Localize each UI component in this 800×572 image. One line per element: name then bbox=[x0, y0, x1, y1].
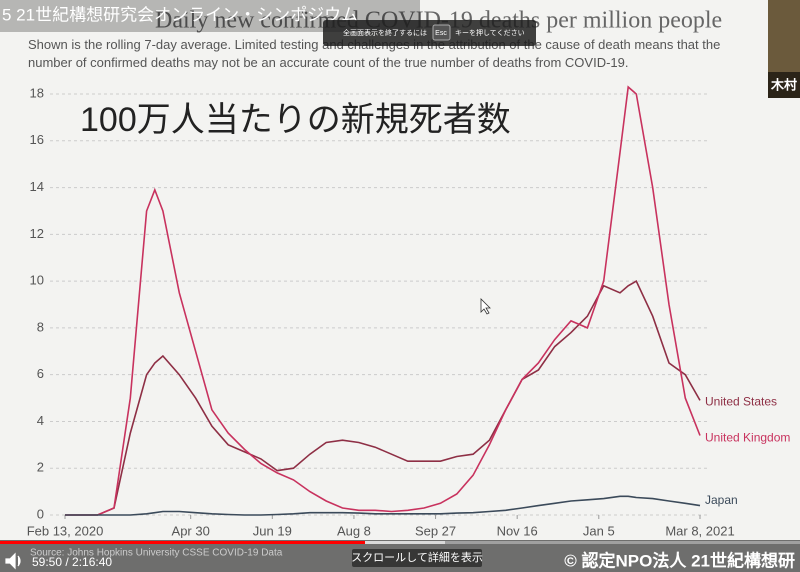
notice-text: キーを押してください bbox=[455, 28, 525, 37]
esc-key bbox=[432, 24, 451, 41]
x-tick-label: Jun 19 bbox=[253, 523, 292, 538]
notice-key: Esc bbox=[435, 30, 447, 37]
y-tick-label: 2 bbox=[37, 460, 44, 475]
overlay-caption: 100万人当たりの新規死者数 bbox=[80, 101, 511, 139]
participant-label-bg bbox=[768, 72, 800, 98]
scroll-hint-bg bbox=[352, 549, 482, 567]
y-tick-label: 14 bbox=[30, 179, 44, 194]
series-label: United Kingdom bbox=[705, 431, 790, 445]
x-tick-label: Sep 27 bbox=[415, 523, 456, 538]
y-tick-label: 6 bbox=[37, 366, 44, 381]
participant-name: 木村 bbox=[770, 77, 797, 92]
watermark: © 認定NPO法人 21世紀構想研 bbox=[564, 550, 795, 570]
notice-text: 全画面表示を終了するには bbox=[343, 28, 427, 37]
time-display: 59:50 / 2:16:40 bbox=[32, 555, 112, 569]
x-tick-label: Aug 8 bbox=[337, 523, 371, 538]
progress-buffer bbox=[365, 541, 445, 544]
series-line bbox=[65, 279, 701, 516]
series-line bbox=[65, 495, 701, 516]
plot: 0 2 4 6 8 10 12 14 16 18 Feb 13, 2020 Apr 30 Jun 19 A… bbox=[27, 85, 790, 538]
series-label: Japan bbox=[705, 493, 738, 507]
x-tick-label: Nov 16 bbox=[497, 523, 538, 538]
x-tick-label: Apr 30 bbox=[172, 523, 210, 538]
progress-played[interactable] bbox=[0, 541, 365, 544]
y-tick-label: 16 bbox=[30, 132, 44, 147]
x-tick-label: Jan 5 bbox=[583, 523, 615, 538]
y-tick-label: 12 bbox=[30, 226, 44, 241]
volume-button[interactable] bbox=[5, 552, 21, 570]
y-tick-label: 0 bbox=[37, 506, 44, 521]
mouse-cursor bbox=[480, 298, 491, 315]
scroll-hint[interactable]: スクロールして詳細を表示 bbox=[351, 550, 483, 564]
x-tick-label: Feb 13, 2020 bbox=[27, 523, 104, 538]
series-line bbox=[65, 85, 701, 516]
source-note: Source: Johns Hopkins University CSSE CO… bbox=[30, 548, 283, 559]
video-title: 5 21世紀構想研究会オンライン・シンポジウム bbox=[2, 5, 358, 24]
fullscreen-notice bbox=[323, 20, 536, 46]
y-tick-label: 4 bbox=[37, 413, 44, 428]
series-label: United States bbox=[705, 395, 777, 409]
y-tick-label: 18 bbox=[30, 85, 44, 100]
y-tick-label: 8 bbox=[37, 319, 44, 334]
x-tick-label: Mar 8, 2021 bbox=[665, 523, 734, 538]
y-tick-label: 10 bbox=[30, 273, 44, 288]
